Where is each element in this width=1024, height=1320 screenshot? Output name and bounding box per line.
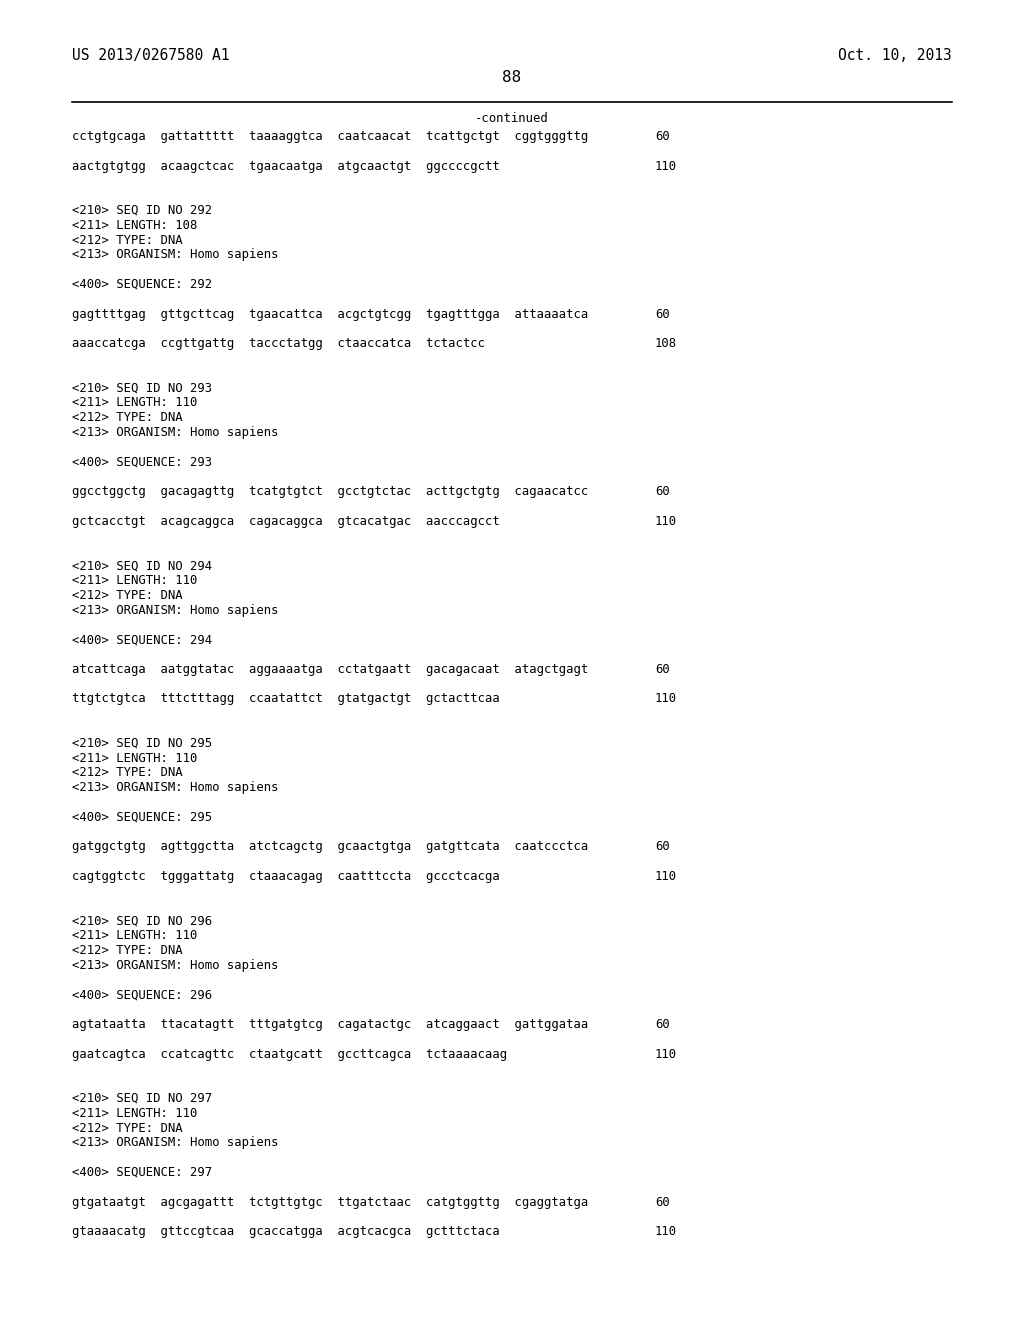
Text: <212> TYPE: DNA: <212> TYPE: DNA	[72, 767, 182, 779]
Text: <213> ORGANISM: Homo sapiens: <213> ORGANISM: Homo sapiens	[72, 248, 279, 261]
Text: 108: 108	[655, 337, 677, 350]
Text: <210> SEQ ID NO 295: <210> SEQ ID NO 295	[72, 737, 212, 750]
Text: <211> LENGTH: 110: <211> LENGTH: 110	[72, 574, 198, 587]
Text: ttgtctgtca  tttctttagg  ccaatattct  gtatgactgt  gctacttcaa: ttgtctgtca tttctttagg ccaatattct gtatgac…	[72, 693, 500, 705]
Text: 60: 60	[655, 308, 670, 321]
Text: <210> SEQ ID NO 294: <210> SEQ ID NO 294	[72, 560, 212, 572]
Text: <213> ORGANISM: Homo sapiens: <213> ORGANISM: Homo sapiens	[72, 426, 279, 440]
Text: <212> TYPE: DNA: <212> TYPE: DNA	[72, 234, 182, 247]
Text: <212> TYPE: DNA: <212> TYPE: DNA	[72, 412, 182, 424]
Text: 60: 60	[655, 129, 670, 143]
Text: cagtggtctc  tgggattatg  ctaaacagag  caatttccta  gccctcacga: cagtggtctc tgggattatg ctaaacagag caatttc…	[72, 870, 500, 883]
Text: <210> SEQ ID NO 292: <210> SEQ ID NO 292	[72, 205, 212, 216]
Text: gaatcagtca  ccatcagttc  ctaatgcatt  gccttcagca  tctaaaacaag: gaatcagtca ccatcagttc ctaatgcatt gccttca…	[72, 1048, 507, 1060]
Text: <213> ORGANISM: Homo sapiens: <213> ORGANISM: Homo sapiens	[72, 1137, 279, 1150]
Text: 60: 60	[655, 1196, 670, 1209]
Text: ggcctggctg  gacagagttg  tcatgtgtct  gcctgtctac  acttgctgtg  cagaacatcc: ggcctggctg gacagagttg tcatgtgtct gcctgtc…	[72, 486, 588, 498]
Text: 110: 110	[655, 1048, 677, 1060]
Text: <210> SEQ ID NO 296: <210> SEQ ID NO 296	[72, 915, 212, 928]
Text: <212> TYPE: DNA: <212> TYPE: DNA	[72, 944, 182, 957]
Text: <213> ORGANISM: Homo sapiens: <213> ORGANISM: Homo sapiens	[72, 603, 279, 616]
Text: 60: 60	[655, 1018, 670, 1031]
Text: <400> SEQUENCE: 295: <400> SEQUENCE: 295	[72, 810, 212, 824]
Text: gtaaaacatg  gttccgtcaa  gcaccatgga  acgtcacgca  gctttctaca: gtaaaacatg gttccgtcaa gcaccatgga acgtcac…	[72, 1225, 500, 1238]
Text: atcattcaga  aatggtatac  aggaaaatga  cctatgaatt  gacagacaat  atagctgagt: atcattcaga aatggtatac aggaaaatga cctatga…	[72, 663, 588, 676]
Text: aactgtgtgg  acaagctcac  tgaacaatga  atgcaactgt  ggccccgctt: aactgtgtgg acaagctcac tgaacaatga atgcaac…	[72, 160, 500, 173]
Text: 60: 60	[655, 486, 670, 498]
Text: <210> SEQ ID NO 297: <210> SEQ ID NO 297	[72, 1092, 212, 1105]
Text: agtataatta  ttacatagtt  tttgatgtcg  cagatactgc  atcaggaact  gattggataa: agtataatta ttacatagtt tttgatgtcg cagatac…	[72, 1018, 588, 1031]
Text: <213> ORGANISM: Homo sapiens: <213> ORGANISM: Homo sapiens	[72, 958, 279, 972]
Text: <213> ORGANISM: Homo sapiens: <213> ORGANISM: Homo sapiens	[72, 781, 279, 795]
Text: gctcacctgt  acagcaggca  cagacaggca  gtcacatgac  aacccagcct: gctcacctgt acagcaggca cagacaggca gtcacat…	[72, 515, 500, 528]
Text: <211> LENGTH: 110: <211> LENGTH: 110	[72, 751, 198, 764]
Text: Oct. 10, 2013: Oct. 10, 2013	[839, 48, 952, 63]
Text: 60: 60	[655, 663, 670, 676]
Text: 60: 60	[655, 841, 670, 854]
Text: cctgtgcaga  gattattttt  taaaaggtca  caatcaacat  tcattgctgt  cggtgggttg: cctgtgcaga gattattttt taaaaggtca caatcaa…	[72, 129, 588, 143]
Text: <211> LENGTH: 110: <211> LENGTH: 110	[72, 1106, 198, 1119]
Text: <212> TYPE: DNA: <212> TYPE: DNA	[72, 1122, 182, 1135]
Text: <400> SEQUENCE: 294: <400> SEQUENCE: 294	[72, 634, 212, 647]
Text: <400> SEQUENCE: 296: <400> SEQUENCE: 296	[72, 989, 212, 1002]
Text: 88: 88	[503, 70, 521, 84]
Text: gatggctgtg  agttggctta  atctcagctg  gcaactgtga  gatgttcata  caatccctca: gatggctgtg agttggctta atctcagctg gcaactg…	[72, 841, 588, 854]
Text: -continued: -continued	[475, 112, 549, 125]
Text: <212> TYPE: DNA: <212> TYPE: DNA	[72, 589, 182, 602]
Text: 110: 110	[655, 1225, 677, 1238]
Text: gagttttgag  gttgcttcag  tgaacattca  acgctgtcgg  tgagtttgga  attaaaatca: gagttttgag gttgcttcag tgaacattca acgctgt…	[72, 308, 588, 321]
Text: aaaccatcga  ccgttgattg  taccctatgg  ctaaccatca  tctactcc: aaaccatcga ccgttgattg taccctatgg ctaacca…	[72, 337, 485, 350]
Text: US 2013/0267580 A1: US 2013/0267580 A1	[72, 48, 229, 63]
Text: <400> SEQUENCE: 293: <400> SEQUENCE: 293	[72, 455, 212, 469]
Text: 110: 110	[655, 160, 677, 173]
Text: <210> SEQ ID NO 293: <210> SEQ ID NO 293	[72, 381, 212, 395]
Text: <400> SEQUENCE: 297: <400> SEQUENCE: 297	[72, 1166, 212, 1179]
Text: <211> LENGTH: 110: <211> LENGTH: 110	[72, 396, 198, 409]
Text: <211> LENGTH: 108: <211> LENGTH: 108	[72, 219, 198, 232]
Text: gtgataatgt  agcgagattt  tctgttgtgc  ttgatctaac  catgtggttg  cgaggtatga: gtgataatgt agcgagattt tctgttgtgc ttgatct…	[72, 1196, 588, 1209]
Text: 110: 110	[655, 515, 677, 528]
Text: 110: 110	[655, 870, 677, 883]
Text: 110: 110	[655, 693, 677, 705]
Text: <400> SEQUENCE: 292: <400> SEQUENCE: 292	[72, 279, 212, 290]
Text: <211> LENGTH: 110: <211> LENGTH: 110	[72, 929, 198, 942]
